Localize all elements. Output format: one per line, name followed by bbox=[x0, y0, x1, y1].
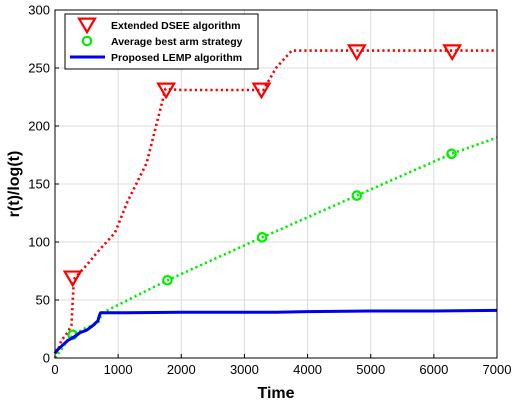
series-extended-dsee-algorithm bbox=[53, 44, 497, 359]
data-point-marker bbox=[351, 190, 363, 201]
series-layer bbox=[53, 44, 498, 359]
data-point-marker bbox=[256, 232, 268, 243]
x-tick-label: 4000 bbox=[293, 362, 322, 377]
legend-marker-swatch bbox=[77, 17, 97, 35]
y-tick-label: 200 bbox=[28, 119, 50, 134]
data-point-marker bbox=[251, 82, 272, 100]
data-point-marker bbox=[156, 82, 177, 100]
y-tick-label: 150 bbox=[28, 177, 50, 192]
legend-item-average-best-arm-strategy: Average best arm strategy bbox=[81, 35, 243, 48]
x-tick-label: 2000 bbox=[167, 362, 196, 377]
y-tick-label: 100 bbox=[28, 235, 50, 250]
y-tick-label: 250 bbox=[28, 61, 50, 76]
x-tick-label: 7000 bbox=[483, 362, 512, 377]
legend-marker-swatch bbox=[81, 35, 93, 47]
legend-box bbox=[64, 13, 259, 70]
x-tick-label: 3000 bbox=[230, 362, 259, 377]
data-point-marker bbox=[442, 44, 463, 62]
x-axis: 0 1000 2000 3000 4000 5000 6000 7000 bbox=[51, 354, 511, 377]
x-tick-label: 1000 bbox=[104, 362, 133, 377]
legend: Extended DSEE algorithm Average best arm … bbox=[64, 13, 259, 70]
data-point-marker bbox=[446, 148, 457, 160]
data-point-marker bbox=[62, 270, 83, 288]
x-tick-label: 0 bbox=[51, 362, 58, 377]
legend-label: Average best arm strategy bbox=[111, 36, 243, 48]
data-point-marker bbox=[162, 274, 173, 286]
x-axis-title: Time bbox=[257, 385, 294, 402]
x-tick-label: 5000 bbox=[356, 362, 385, 377]
data-point-marker bbox=[346, 44, 367, 62]
legend-label: Extended DSEE algorithm bbox=[111, 20, 241, 32]
y-tick-label: 50 bbox=[36, 293, 50, 308]
y-axis-title: r(t)/log(t) bbox=[6, 151, 23, 218]
x-tick-label: 6000 bbox=[419, 362, 448, 377]
y-axis: 0 50 100 150 200 250 300 bbox=[28, 3, 59, 366]
series-proposed-lemp-algorithm bbox=[53, 308, 498, 355]
series-line-proposed-lemp-algorithm bbox=[53, 308, 498, 355]
y-tick-label: 0 bbox=[43, 351, 50, 366]
y-tick-label: 300 bbox=[28, 3, 50, 18]
legend-label: Proposed LEMP algorithm bbox=[111, 52, 242, 64]
legend-item-extended-dsee-algorithm: Extended DSEE algorithm bbox=[77, 17, 241, 35]
legend-item-proposed-lemp-algorithm: Proposed LEMP algorithm bbox=[70, 52, 242, 64]
